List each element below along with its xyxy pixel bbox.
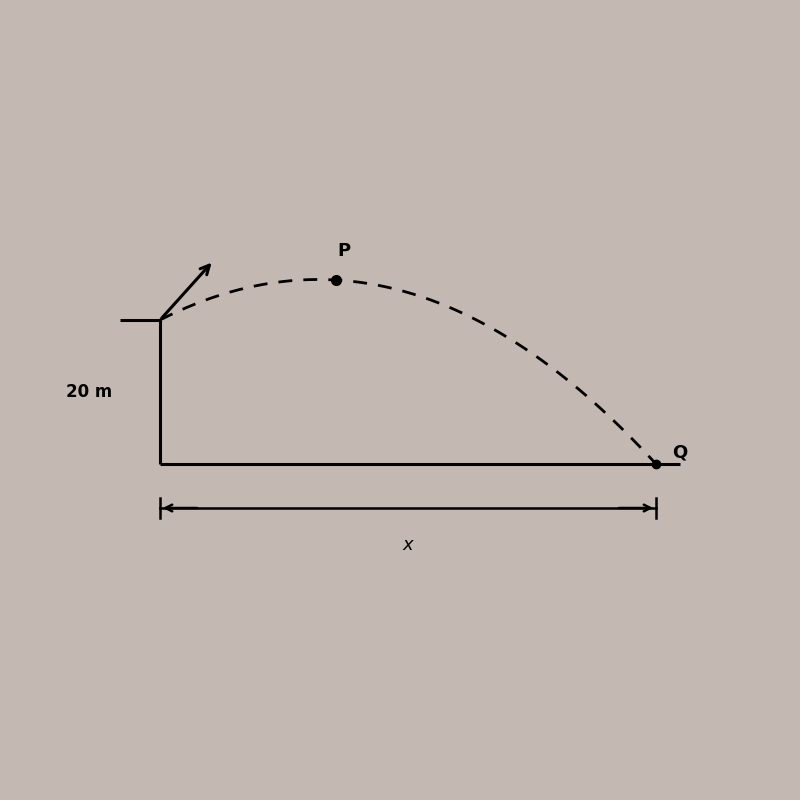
Text: P: P: [338, 242, 350, 260]
Text: 20 m: 20 m: [66, 383, 112, 401]
Text: Q: Q: [672, 443, 687, 461]
Text: x: x: [402, 536, 414, 554]
